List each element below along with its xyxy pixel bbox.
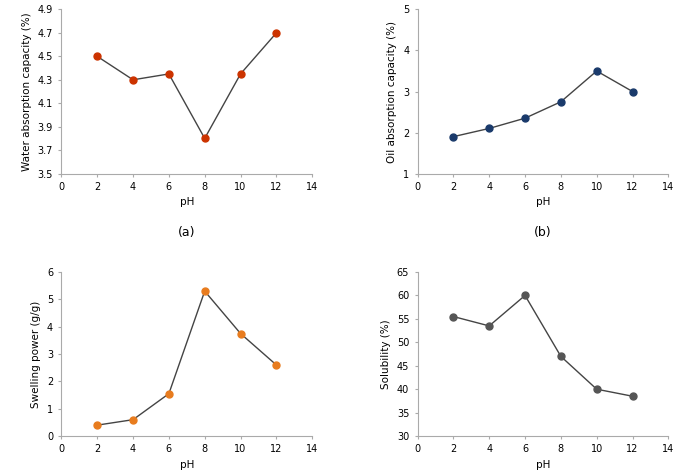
X-axis label: pH: pH — [536, 198, 550, 208]
Y-axis label: Solubility (%): Solubility (%) — [381, 319, 391, 389]
Y-axis label: Water absorption capacity (%): Water absorption capacity (%) — [22, 12, 32, 171]
Text: (b): (b) — [534, 226, 552, 239]
Y-axis label: Oil absorption capacity (%): Oil absorption capacity (%) — [387, 20, 398, 163]
Text: (a): (a) — [178, 226, 196, 239]
Y-axis label: Swelling power (g/g): Swelling power (g/g) — [31, 301, 41, 408]
X-axis label: pH: pH — [536, 460, 550, 470]
X-axis label: pH: pH — [179, 460, 194, 470]
X-axis label: pH: pH — [179, 198, 194, 208]
